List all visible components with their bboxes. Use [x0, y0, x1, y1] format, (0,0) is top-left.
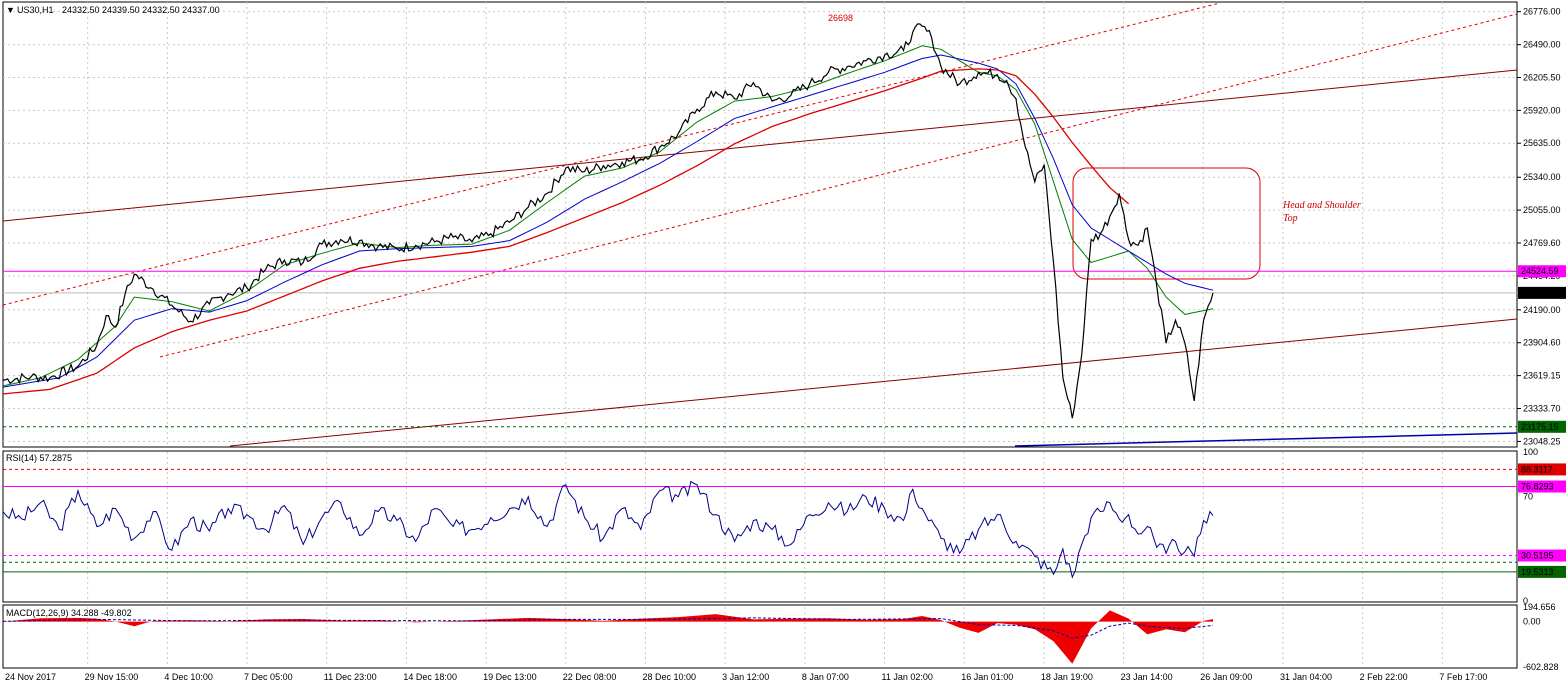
- price-level-label: 24337.00: [1521, 288, 1559, 298]
- time-tick-label: 16 Jan 01:00: [961, 672, 1013, 682]
- channel-mid-line: [159, 13, 1518, 358]
- rsi-level-tag: [1518, 463, 1566, 476]
- symbol-header-arrow[interactable]: ▼: [6, 5, 15, 15]
- time-tick-label: 7 Feb 17:00: [1439, 672, 1487, 682]
- price-tick-label: 24769.60: [1523, 238, 1561, 248]
- price-level-tag: [1518, 286, 1566, 299]
- pattern-label-line1: Head and Shoulder: [1282, 200, 1361, 211]
- rsi-tick-label: 70: [1523, 492, 1533, 502]
- trendlines: [2, 2, 1518, 447]
- macd-tick-label: 194.656: [1523, 602, 1556, 612]
- time-tick-label: 11 Dec 23:00: [324, 672, 377, 682]
- horizontal-levels: 24524.59 24337.00 23175.15: [3, 265, 1566, 433]
- price-tick-label: 23619.15: [1523, 371, 1561, 381]
- time-tick-label: 19 Dec 13:00: [483, 672, 537, 682]
- price-tick-label: 26490.00: [1523, 40, 1561, 50]
- rsi-line: [2, 480, 1214, 579]
- price-tick-label: 25055.00: [1523, 205, 1561, 215]
- rsi-title: RSI(14) 57.2875: [6, 453, 72, 463]
- pattern-label-line2: Top: [1283, 213, 1298, 224]
- price-tick-label: 25920.00: [1523, 105, 1561, 115]
- price-level-tag: [1518, 420, 1566, 433]
- time-tick-label: 26 Jan 09:00: [1200, 672, 1252, 682]
- price-panel[interactable]: [2, 1, 1518, 448]
- time-tick-label: 8 Jan 07:00: [802, 672, 849, 682]
- channel-upper-line: [2, 2, 1221, 306]
- time-tick-label: 3 Jan 12:00: [722, 672, 769, 682]
- time-tick-label: 14 Dec 18:00: [403, 672, 457, 682]
- rsi-lines: 88.3117 76.8293 30.5195 19.5313: [2, 463, 1566, 579]
- time-axis: 24 Nov 2017 29 Nov 15:00 4 Dec 10:00 7 Dec …: [5, 672, 1487, 682]
- macd-panel[interactable]: [2, 604, 1518, 669]
- time-tick-label: 18 Jan 19:00: [1041, 672, 1093, 682]
- rsi-panel[interactable]: [2, 450, 1518, 603]
- grid-lines: [3, 2, 1517, 667]
- time-tick-label: 23 Jan 14:00: [1121, 672, 1173, 682]
- time-tick-label: 28 Dec 10:00: [642, 672, 696, 682]
- ma-50-line: [2, 54, 1214, 388]
- price-tick-label: 23048.25: [1523, 436, 1561, 446]
- macd-tick-label: 0.00: [1523, 617, 1541, 627]
- symbol-header: US30,H1: [17, 5, 54, 15]
- price-level-label: 24524.59: [1521, 266, 1559, 276]
- ohlc-header: 24332.50 24339.50 24332.50 24337.00: [62, 5, 220, 15]
- rsi-tick-label: 100: [1523, 447, 1538, 457]
- price-level-label: 23175.15: [1521, 422, 1559, 432]
- time-tick-label: 11 Jan 02:00: [882, 672, 933, 682]
- price-tick-label: 24190.00: [1523, 305, 1561, 315]
- price-tick-label: 25635.00: [1523, 138, 1561, 148]
- rsi-level-tag: [1518, 549, 1566, 562]
- time-tick-label: 7 Dec 05:00: [244, 672, 293, 682]
- head-and-shoulder-box: [1072, 167, 1261, 280]
- price-tick-label: 23904.60: [1523, 338, 1561, 348]
- price-tick-label: 26776.00: [1523, 7, 1561, 17]
- price-tick-label: 23333.70: [1523, 404, 1561, 414]
- time-tick-label: 31 Jan 04:00: [1280, 672, 1332, 682]
- support-blue-line: [1014, 432, 1518, 447]
- rsi-level-label: 19.5313: [1521, 567, 1554, 577]
- macd-signal-line: [2, 617, 1214, 639]
- ma-20-line: [2, 45, 1214, 387]
- rsi-level-label: 30.5195: [1521, 551, 1554, 561]
- ma-100-line: [2, 68, 1130, 395]
- rsi-level-tag: [1518, 565, 1566, 578]
- macd-lines: [2, 610, 1214, 664]
- time-tick-label: 24 Nov 2017: [5, 672, 56, 682]
- time-tick-label: 4 Dec 10:00: [164, 672, 213, 682]
- moving-averages: [2, 45, 1214, 395]
- rsi-level-label: 76.8293: [1521, 482, 1554, 492]
- rsi-level-label: 88.3117: [1521, 464, 1553, 474]
- price-tick-label: 25340.00: [1523, 172, 1561, 182]
- long-trend-line-lower: [229, 318, 1518, 447]
- peak-label: 26698: [828, 13, 853, 23]
- long-trend-line-upper: [2, 69, 1518, 222]
- time-tick-label: 2 Feb 22:00: [1360, 672, 1408, 682]
- rsi-level-tag: [1518, 480, 1566, 493]
- rsi-tick-label: 0: [1523, 596, 1528, 606]
- price-tick-label: 26205.50: [1523, 72, 1561, 82]
- price-line: [2, 23, 1214, 419]
- time-tick-label: 22 Dec 08:00: [563, 672, 617, 682]
- time-tick-label: 29 Nov 15:00: [85, 672, 139, 682]
- macd-title: MACD(12,26,9) 34.288 -49.802: [6, 608, 132, 618]
- macd-axis: 194.656 0.00 -602.828: [1523, 602, 1559, 672]
- macd-tick-label: -602.828: [1523, 662, 1559, 672]
- macd-histogram: [3, 610, 1213, 664]
- price-level-tag: [1518, 265, 1566, 278]
